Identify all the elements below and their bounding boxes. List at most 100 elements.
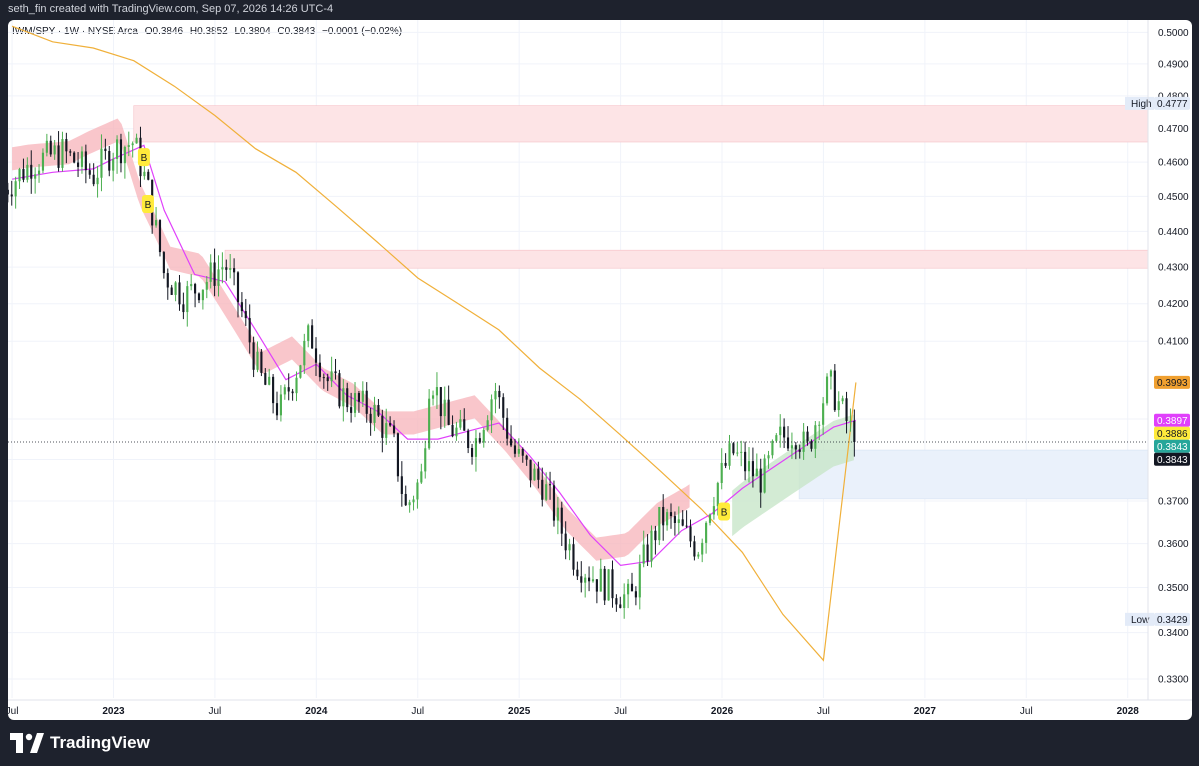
- chart-panel[interactable]: IWM/SPY · 1W · NYSE Arca O0.3846 H0.3852…: [8, 20, 1192, 720]
- price-badge: [1154, 452, 1190, 466]
- y-axis-tick-label: 0.4900: [1158, 59, 1189, 70]
- candle-body: [41, 152, 45, 171]
- candle-body: [806, 431, 809, 442]
- candle-body: [829, 370, 833, 377]
- candle-body: [373, 404, 376, 423]
- candle-body: [34, 174, 37, 179]
- candle-body: [841, 398, 844, 402]
- candle-body: [509, 438, 513, 446]
- candle-body: [104, 148, 107, 152]
- y-axis-tick-label: 0.3700: [1158, 496, 1189, 507]
- candle-body: [268, 376, 271, 385]
- candle-body: [49, 140, 52, 155]
- price-zone: [224, 249, 1149, 269]
- price-badge: [1154, 413, 1190, 427]
- y-axis-tick-label: 0.4300: [1158, 263, 1189, 274]
- candle-body: [57, 145, 60, 168]
- candle-body: [654, 530, 657, 541]
- buy-signal-label: B: [145, 200, 152, 211]
- candle-body: [572, 544, 575, 570]
- candle-body: [681, 519, 684, 526]
- candle-body: [502, 397, 505, 418]
- candle-body: [701, 542, 704, 555]
- candle-body: [357, 393, 360, 402]
- candle-body: [291, 391, 294, 394]
- candle-body: [435, 387, 439, 396]
- x-axis-tick-label: 2027: [914, 706, 937, 717]
- candle-body: [279, 394, 282, 416]
- candle-body: [385, 423, 388, 438]
- candle-body: [541, 479, 544, 500]
- legend-change: −0.0001 (−0.02%): [322, 26, 403, 37]
- candle-body: [248, 318, 251, 343]
- candle-body: [365, 390, 368, 414]
- candle-body: [689, 526, 692, 542]
- candle-body: [264, 372, 267, 385]
- x-axis-tick-label: Jul: [209, 706, 222, 717]
- candle-body: [568, 544, 571, 551]
- candle-body: [728, 443, 731, 466]
- candle-body: [666, 512, 669, 526]
- legend-symbol[interactable]: IWM/SPY · 1W · NYSE Arca: [12, 26, 138, 37]
- candle-body: [775, 435, 778, 441]
- candle-body: [330, 371, 333, 382]
- price-zone: [798, 449, 1149, 500]
- candle-body: [166, 273, 169, 288]
- candle-body: [408, 502, 411, 506]
- candle-body: [759, 468, 762, 493]
- price-badge-text: 0.4777: [1157, 99, 1188, 110]
- candle-body: [303, 340, 306, 366]
- candle-body: [786, 437, 790, 449]
- candle-body: [350, 407, 353, 413]
- chart-legend: IWM/SPY · 1W · NYSE Arca O0.3846 H0.3852…: [12, 26, 406, 37]
- candle-body: [287, 387, 290, 392]
- candle-body: [260, 351, 263, 373]
- candle-body: [447, 399, 450, 425]
- candle-body: [314, 348, 318, 363]
- candle-body: [478, 438, 481, 443]
- candle-body: [8, 189, 9, 195]
- candle-body: [424, 448, 427, 472]
- price-badge: [1154, 439, 1190, 453]
- long-moving-average-line: [11, 25, 857, 662]
- downtrend-band: [12, 118, 690, 561]
- candle-body: [634, 591, 637, 598]
- candle-body: [669, 512, 673, 517]
- candle-body: [611, 569, 614, 599]
- candle-body: [229, 268, 232, 270]
- buy-signal-label: B: [141, 153, 148, 164]
- candle-body: [783, 426, 786, 438]
- x-axis-tick-label: 2023: [102, 706, 125, 717]
- candle-body: [763, 458, 766, 493]
- candle-body: [213, 262, 216, 286]
- candle-body: [14, 181, 17, 197]
- legend-close: C0.3843: [277, 26, 316, 37]
- candle-body: [642, 544, 645, 564]
- candle-body: [318, 362, 321, 378]
- y-axis-tick-label: 0.4100: [1158, 337, 1189, 348]
- candle-body: [463, 419, 466, 431]
- candle-body: [849, 420, 852, 422]
- y-axis-tick-label: 0.4600: [1158, 158, 1189, 169]
- candle-body: [100, 148, 103, 178]
- candle-body: [747, 461, 751, 472]
- price-badge: [1154, 612, 1190, 626]
- y-axis-tick-label: 0.4200: [1158, 299, 1189, 310]
- candle-body: [790, 445, 793, 449]
- price-chart[interactable]: BBB0.50000.49000.48000.47000.46000.45000…: [8, 20, 1192, 720]
- candle-body: [326, 377, 329, 382]
- candle-body: [135, 137, 138, 144]
- candle-body: [178, 282, 181, 305]
- candle-body: [548, 484, 552, 486]
- candle-body: [818, 424, 821, 426]
- candle-body: [798, 449, 801, 452]
- candle-body: [525, 455, 528, 460]
- candle-body: [513, 445, 517, 454]
- tradingview-brand[interactable]: TradingView: [10, 733, 150, 753]
- x-axis-tick-label: Jul: [614, 706, 627, 717]
- candle-body: [108, 151, 111, 171]
- x-axis-tick-label: 2028: [1117, 706, 1140, 717]
- buy-signal-label: B: [721, 508, 728, 519]
- candle-body: [80, 151, 84, 167]
- uptrend-band: [732, 414, 854, 537]
